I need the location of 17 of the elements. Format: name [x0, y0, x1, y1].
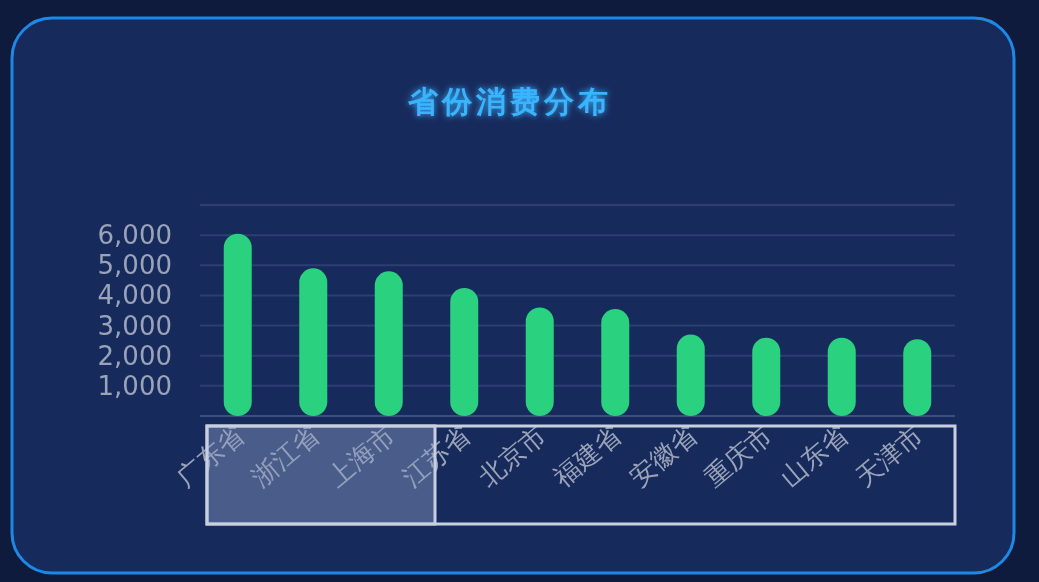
bar [827, 337, 856, 416]
y-tick-label: 4,000 [97, 280, 172, 311]
bar [752, 337, 781, 416]
bar [223, 233, 252, 416]
bar [299, 268, 328, 416]
y-tick-label: 1,000 [97, 370, 172, 401]
bar [676, 334, 705, 416]
bar [601, 308, 630, 416]
y-tick-label: 3,000 [97, 310, 172, 341]
y-tick-label: 6,000 [97, 220, 172, 251]
y-tick-label: 5,000 [97, 250, 172, 281]
bar [450, 287, 479, 416]
bar [903, 339, 932, 416]
chart-title: 省份消费分布 [407, 84, 612, 119]
bar [374, 271, 403, 416]
y-tick-label: 2,000 [97, 340, 172, 371]
bar [525, 307, 554, 416]
